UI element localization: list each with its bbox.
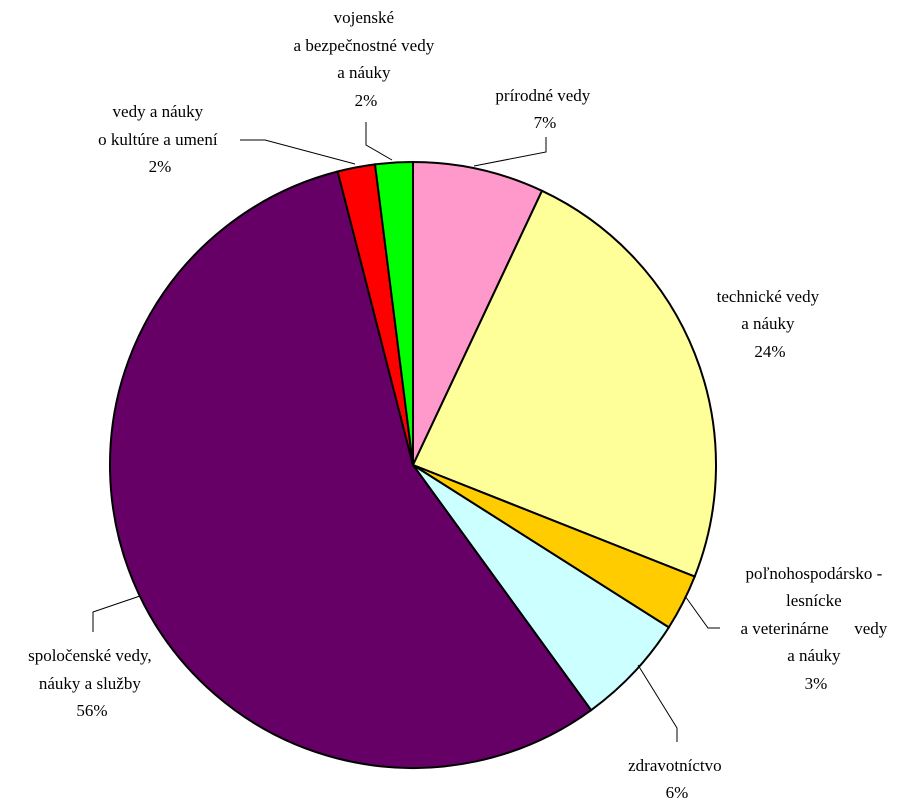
label-technicke-value: 24%: [754, 342, 785, 361]
label-technicke-name-2: a náuky: [741, 314, 795, 333]
label-vojenske-name-1: vojenské: [334, 8, 394, 27]
label-zdravotnictvo-value: 6%: [666, 783, 689, 802]
label-polnohospodarsko-name-3: a veterinárne vedy: [740, 619, 887, 638]
label-polnohospodarsko-value: 3%: [805, 674, 828, 693]
label-spolocenske: spoločenské vedy, náuky a služby 56%: [28, 646, 156, 720]
label-technicke-name-1: technické vedy: [717, 287, 820, 306]
leader-line-prirodne: [473, 137, 547, 167]
label-kultura-value: 2%: [149, 157, 172, 176]
label-technicke: technické vedy a náuky 24%: [717, 287, 824, 361]
leader-lines: [92, 122, 720, 742]
pie-slice-vojenske: [373, 160, 414, 466]
label-polnohospodarsko-name-2: lesnícke: [786, 591, 842, 610]
label-vojenske-name-2: a bezpečnostné vedy: [294, 36, 435, 55]
leader-line-spolocenske: [92, 595, 141, 632]
label-zdravotnictvo-name: zdravotníctvo: [628, 756, 721, 775]
leader-line-kultura: [240, 139, 356, 165]
leader-line-polnohospodarsko: [684, 595, 720, 629]
label-vojenske-value: 2%: [355, 91, 378, 110]
label-zdravotnictvo: zdravotníctvo 6%: [628, 756, 726, 802]
label-kultura: vedy a náuky o kultúre a umení 2%: [98, 102, 222, 176]
leader-line-vojenske: [365, 122, 393, 161]
leader-line-zdravotnictvo: [637, 664, 678, 742]
label-polnohospodarsko-name-1: poľnohospodársko -: [745, 564, 882, 583]
label-spolocenske-value: 56%: [76, 701, 107, 720]
label-kultura-name-2: o kultúre a umení: [98, 130, 218, 149]
label-polnohospodarsko: poľnohospodársko - lesnícke a veterinárn…: [740, 564, 891, 693]
label-prirodne-name: prírodné vedy: [495, 86, 590, 105]
label-kultura-name-1: vedy a náuky: [113, 102, 204, 121]
pie-slice-prirodne: [412, 160, 544, 466]
label-prirodne-value: 7%: [534, 113, 557, 132]
label-spolocenske-name-1: spoločenské vedy,: [28, 646, 152, 665]
label-vojenske: vojenské a bezpečnostné vedy a náuky 2%: [294, 8, 439, 110]
label-spolocenske-name-2: náuky a služby: [39, 674, 141, 693]
pie-slices: [109, 160, 717, 769]
pie-slice-technicke: [411, 189, 717, 578]
label-vojenske-name-3: a náuky: [337, 63, 391, 82]
label-polnohospodarsko-name-4: a náuky: [787, 646, 841, 665]
label-prirodne: prírodné vedy 7%: [495, 86, 594, 132]
pie-slice-spolocenske: [109, 170, 593, 769]
